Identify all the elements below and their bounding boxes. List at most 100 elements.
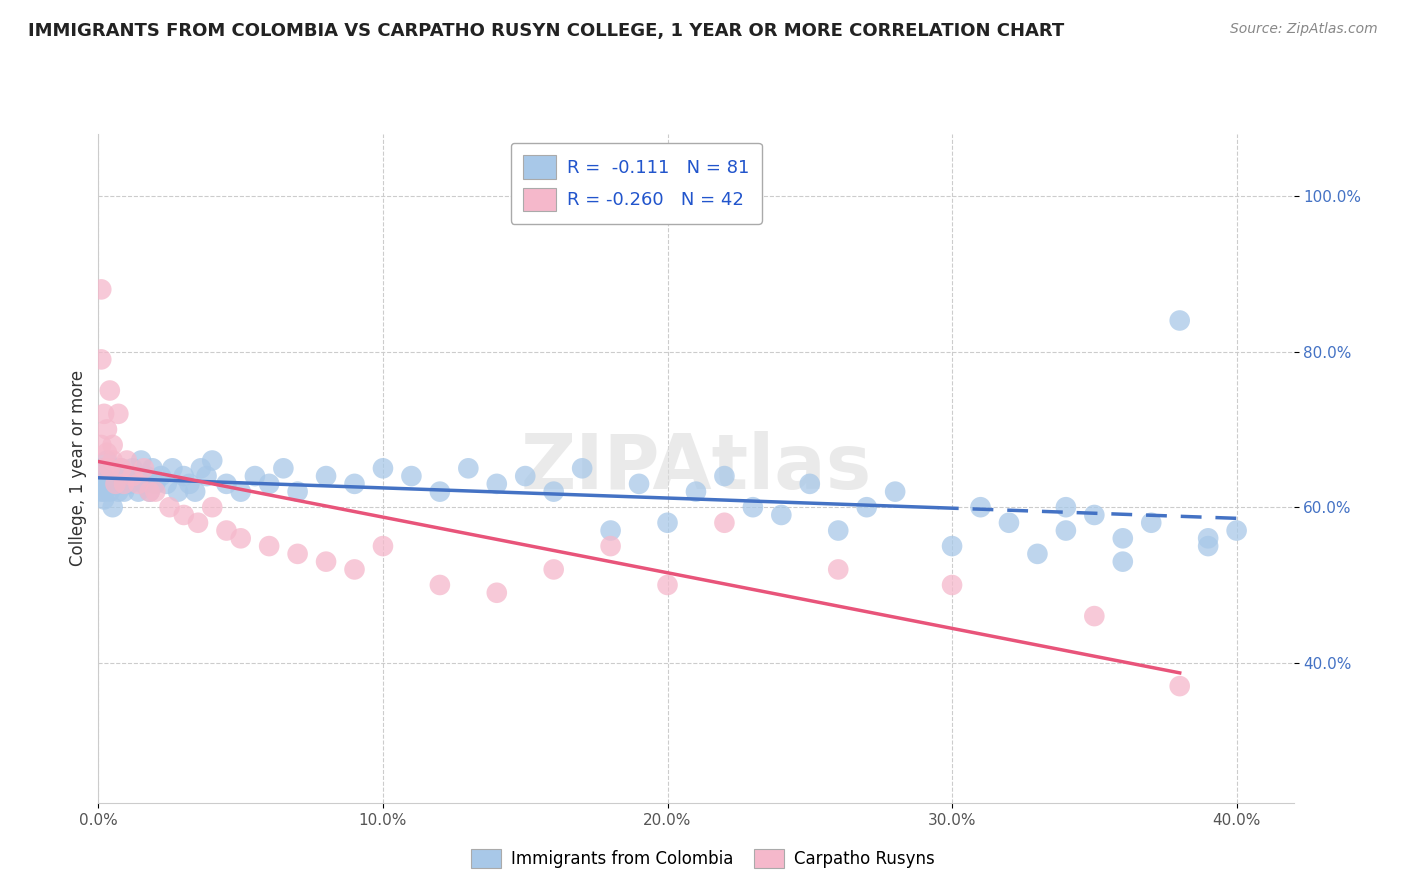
Point xyxy=(827,562,849,576)
Point xyxy=(93,461,115,475)
Point xyxy=(101,453,124,467)
Point xyxy=(657,578,679,592)
Point xyxy=(187,516,209,530)
Point xyxy=(485,476,508,491)
Point xyxy=(93,461,115,475)
Point xyxy=(112,484,135,499)
Point xyxy=(101,438,124,452)
Point xyxy=(98,384,121,398)
Point xyxy=(118,476,141,491)
Point xyxy=(143,476,166,491)
Point xyxy=(884,484,907,499)
Point xyxy=(104,476,127,491)
Point xyxy=(115,469,138,483)
Point xyxy=(371,461,394,475)
Point xyxy=(124,469,146,483)
Point xyxy=(143,484,166,499)
Point xyxy=(107,476,129,491)
Point xyxy=(159,500,181,515)
Point xyxy=(162,461,184,475)
Point xyxy=(201,500,224,515)
Point xyxy=(713,469,735,483)
Point xyxy=(969,500,991,515)
Point xyxy=(90,484,112,499)
Point xyxy=(257,539,280,553)
Point xyxy=(628,476,651,491)
Point xyxy=(138,484,160,499)
Point xyxy=(132,461,155,475)
Point xyxy=(121,461,143,475)
Point xyxy=(1026,547,1049,561)
Point xyxy=(485,586,508,600)
Point xyxy=(96,446,118,460)
Point xyxy=(515,469,537,483)
Point xyxy=(1226,524,1249,538)
Point xyxy=(287,547,309,561)
Point xyxy=(457,461,479,475)
Point xyxy=(741,500,763,515)
Point xyxy=(167,484,190,499)
Point xyxy=(98,484,121,499)
Point xyxy=(599,524,621,538)
Point xyxy=(90,438,112,452)
Point xyxy=(343,562,366,576)
Point xyxy=(98,469,121,483)
Y-axis label: College, 1 year or more: College, 1 year or more xyxy=(69,370,87,566)
Point xyxy=(543,562,565,576)
Point xyxy=(371,539,394,553)
Point xyxy=(571,461,593,475)
Point xyxy=(127,484,149,499)
Point xyxy=(93,484,115,499)
Point xyxy=(96,422,118,436)
Point xyxy=(429,484,451,499)
Point xyxy=(998,516,1021,530)
Point xyxy=(90,476,112,491)
Point xyxy=(138,484,160,499)
Point xyxy=(90,282,112,296)
Point xyxy=(201,453,224,467)
Point xyxy=(104,476,127,491)
Point xyxy=(101,500,124,515)
Point xyxy=(1112,531,1135,545)
Point xyxy=(110,461,132,475)
Point xyxy=(173,508,195,522)
Point xyxy=(229,484,252,499)
Legend: R =  -0.111   N = 81, R = -0.260   N = 42: R = -0.111 N = 81, R = -0.260 N = 42 xyxy=(510,143,762,224)
Point xyxy=(150,469,173,483)
Point xyxy=(315,555,337,569)
Point xyxy=(799,476,821,491)
Point xyxy=(93,407,115,421)
Point xyxy=(195,469,218,483)
Point xyxy=(713,516,735,530)
Point xyxy=(941,578,963,592)
Point xyxy=(401,469,423,483)
Point xyxy=(1112,555,1135,569)
Point xyxy=(173,469,195,483)
Point xyxy=(273,461,295,475)
Point xyxy=(343,476,366,491)
Point xyxy=(132,476,155,491)
Point xyxy=(190,461,212,475)
Point xyxy=(243,469,266,483)
Point xyxy=(127,476,149,491)
Point xyxy=(315,469,337,483)
Legend: Immigrants from Colombia, Carpatho Rusyns: Immigrants from Colombia, Carpatho Rusyn… xyxy=(465,842,941,875)
Point xyxy=(1197,531,1219,545)
Point xyxy=(229,531,252,545)
Point xyxy=(184,484,207,499)
Point xyxy=(941,539,963,553)
Point xyxy=(141,461,163,475)
Point xyxy=(1197,539,1219,553)
Point xyxy=(1083,609,1105,624)
Point xyxy=(104,469,127,483)
Point xyxy=(1168,313,1191,327)
Point xyxy=(1140,516,1163,530)
Point xyxy=(121,469,143,483)
Point xyxy=(129,453,152,467)
Point xyxy=(135,469,157,483)
Point xyxy=(827,524,849,538)
Point xyxy=(90,352,112,367)
Point xyxy=(1083,508,1105,522)
Point xyxy=(657,516,679,530)
Point xyxy=(156,476,179,491)
